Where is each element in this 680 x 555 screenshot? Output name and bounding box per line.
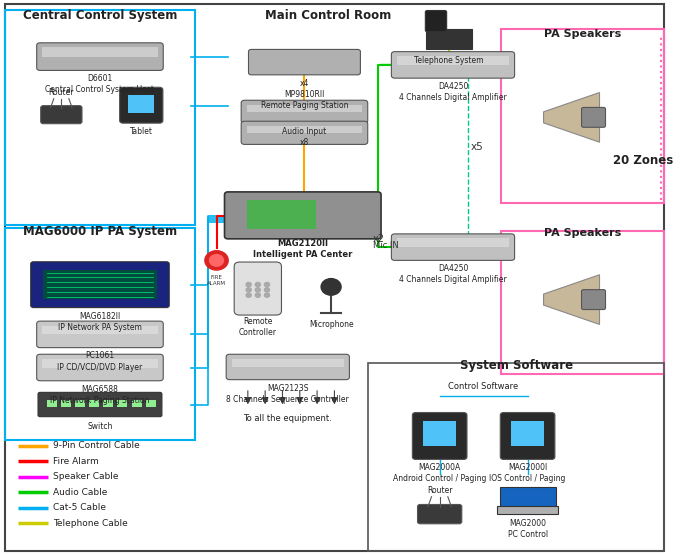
Text: PA Speakers: PA Speakers [543, 29, 621, 39]
FancyBboxPatch shape [224, 192, 381, 239]
Text: D6601
Central Control System Host: D6601 Central Control System Host [46, 74, 154, 94]
Text: Cat-5 Cable: Cat-5 Cable [52, 503, 105, 512]
Circle shape [321, 279, 341, 295]
FancyBboxPatch shape [42, 326, 158, 334]
FancyBboxPatch shape [129, 94, 154, 113]
FancyBboxPatch shape [118, 400, 127, 407]
Circle shape [255, 287, 260, 292]
Circle shape [246, 287, 251, 292]
FancyBboxPatch shape [120, 87, 163, 123]
FancyBboxPatch shape [392, 234, 515, 260]
Text: Tablet: Tablet [130, 127, 153, 136]
FancyBboxPatch shape [103, 400, 113, 407]
Text: 9-Pin Control Cable: 9-Pin Control Cable [52, 441, 139, 451]
Text: x5: x5 [471, 143, 483, 153]
Polygon shape [543, 275, 600, 325]
FancyBboxPatch shape [38, 392, 162, 417]
Text: MAG2000I
IOS Control / Paging: MAG2000I IOS Control / Paging [490, 463, 566, 483]
FancyBboxPatch shape [423, 421, 456, 446]
Circle shape [265, 282, 269, 287]
FancyBboxPatch shape [42, 359, 158, 367]
FancyBboxPatch shape [37, 321, 163, 347]
Text: MAG6182II
IP Network PA System: MAG6182II IP Network PA System [58, 312, 142, 332]
Text: FIRE
ALARM: FIRE ALARM [207, 275, 226, 286]
FancyBboxPatch shape [61, 400, 71, 407]
Circle shape [246, 282, 251, 287]
Text: x4
MP9810RII
Remote Paging Station: x4 MP9810RII Remote Paging Station [260, 79, 348, 110]
Text: x2: x2 [373, 234, 385, 244]
FancyBboxPatch shape [37, 354, 163, 381]
Text: Main Control Room: Main Control Room [265, 9, 391, 22]
FancyBboxPatch shape [426, 11, 447, 32]
FancyBboxPatch shape [418, 504, 462, 524]
FancyBboxPatch shape [247, 200, 316, 229]
Text: PC1061
IP CD/VCD/DVD Player: PC1061 IP CD/VCD/DVD Player [57, 351, 143, 372]
Text: MAG2120II
Intelligent PA Center: MAG2120II Intelligent PA Center [254, 239, 353, 259]
FancyBboxPatch shape [75, 400, 85, 407]
FancyBboxPatch shape [31, 262, 169, 307]
Circle shape [255, 282, 260, 287]
FancyBboxPatch shape [146, 400, 156, 407]
FancyBboxPatch shape [44, 270, 156, 299]
FancyBboxPatch shape [5, 4, 664, 551]
FancyBboxPatch shape [247, 125, 362, 133]
Circle shape [205, 251, 228, 270]
Text: Telephone System: Telephone System [414, 57, 483, 65]
FancyBboxPatch shape [41, 105, 82, 124]
Text: Control Software: Control Software [449, 382, 519, 391]
Circle shape [265, 293, 269, 297]
Circle shape [265, 287, 269, 292]
FancyBboxPatch shape [42, 47, 158, 57]
Text: Audio Cable: Audio Cable [52, 488, 107, 497]
FancyBboxPatch shape [89, 400, 99, 407]
Text: DA4250
4 Channels Digital Amplifier: DA4250 4 Channels Digital Amplifier [399, 82, 507, 102]
FancyBboxPatch shape [37, 43, 163, 70]
Text: To all the equipment.: To all the equipment. [243, 414, 332, 423]
FancyBboxPatch shape [426, 29, 472, 49]
FancyBboxPatch shape [234, 262, 282, 315]
Text: 20 Zones: 20 Zones [613, 154, 674, 167]
FancyBboxPatch shape [396, 56, 509, 65]
Text: Audio Input
x8: Audio Input x8 [282, 127, 326, 148]
FancyBboxPatch shape [241, 121, 368, 144]
FancyBboxPatch shape [226, 354, 350, 380]
FancyBboxPatch shape [511, 421, 545, 446]
Text: DA4250
4 Channels Digital Amplifier: DA4250 4 Channels Digital Amplifier [399, 264, 507, 284]
FancyBboxPatch shape [497, 506, 558, 514]
FancyBboxPatch shape [248, 49, 360, 75]
FancyBboxPatch shape [396, 238, 509, 247]
Text: Telephone Cable: Telephone Cable [52, 519, 127, 528]
Polygon shape [543, 93, 600, 142]
Text: PA Speakers: PA Speakers [543, 228, 621, 238]
Text: MAG2123S
8 Channels Sequence Controller: MAG2123S 8 Channels Sequence Controller [226, 384, 349, 403]
Text: Router: Router [48, 88, 74, 97]
Text: Microphone: Microphone [309, 320, 354, 329]
Text: MAG6000 IP PA System: MAG6000 IP PA System [23, 225, 177, 238]
Text: Speaker Cable: Speaker Cable [52, 472, 118, 481]
FancyBboxPatch shape [231, 359, 344, 367]
Text: MAG2000
PC Control: MAG2000 PC Control [507, 519, 547, 539]
Text: MAG6588
IP Network Paging Station: MAG6588 IP Network Paging Station [50, 385, 150, 405]
FancyBboxPatch shape [500, 487, 556, 509]
Circle shape [246, 293, 251, 297]
Text: System Software: System Software [460, 360, 573, 372]
FancyBboxPatch shape [581, 108, 605, 127]
FancyBboxPatch shape [132, 400, 141, 407]
Text: Switch: Switch [87, 422, 113, 431]
FancyBboxPatch shape [500, 412, 555, 460]
Text: Central Control System: Central Control System [22, 9, 177, 22]
Circle shape [209, 255, 224, 266]
FancyBboxPatch shape [241, 100, 368, 123]
FancyBboxPatch shape [392, 52, 515, 78]
FancyBboxPatch shape [581, 290, 605, 310]
Text: Fire Alarm: Fire Alarm [52, 457, 99, 466]
FancyBboxPatch shape [47, 400, 56, 407]
FancyBboxPatch shape [412, 412, 467, 460]
Circle shape [255, 293, 260, 297]
FancyBboxPatch shape [247, 105, 362, 112]
Text: Router: Router [427, 486, 452, 495]
Text: MAG2000A
Android Control / Paging: MAG2000A Android Control / Paging [393, 463, 486, 483]
Text: Mic IN: Mic IN [373, 241, 398, 250]
Text: Remote
Controller: Remote Controller [239, 317, 277, 337]
